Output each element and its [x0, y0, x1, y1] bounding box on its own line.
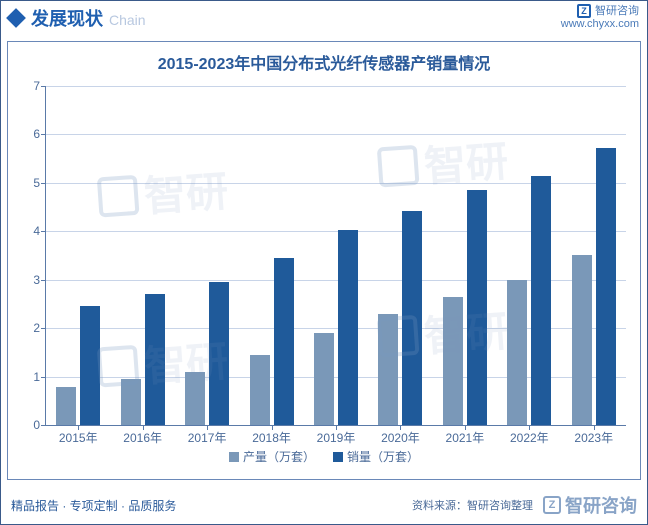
bar-sales: [596, 148, 616, 425]
legend-item: 销量（万套）: [333, 448, 419, 465]
bar-sales: [402, 211, 422, 425]
header-title-en: Chain: [109, 12, 146, 28]
bar-group: [572, 148, 616, 425]
y-tick: [41, 377, 46, 378]
grid-line: [46, 134, 626, 135]
bar-production: [56, 387, 76, 425]
x-tick: [400, 425, 401, 430]
bar-sales: [209, 282, 229, 425]
bar-group: [121, 294, 165, 425]
bar-group: [378, 211, 422, 425]
chart-area: 2015-2023年中国分布式光纤传感器产销量情况 012345672015年2…: [7, 41, 641, 480]
legend-swatch: [333, 452, 343, 462]
bar-sales: [531, 176, 551, 425]
y-tick: [41, 425, 46, 426]
bar-sales: [338, 230, 358, 425]
bar-sales: [467, 190, 487, 425]
bar-production: [314, 333, 334, 425]
legend-label: 销量（万套）: [347, 448, 419, 465]
x-tick: [207, 425, 208, 430]
chart-title: 2015-2023年中国分布式光纤传感器产销量情况: [8, 42, 640, 80]
chart-frame: 发展现状 Chain Z 智研咨询 www.chyxx.com 2015-202…: [0, 0, 648, 525]
bar-group: [443, 190, 487, 425]
footer-tagline: 精品报告 · 专项定制 · 品质服务: [11, 497, 176, 514]
x-tick: [594, 425, 595, 430]
legend-swatch: [229, 452, 239, 462]
header: 发展现状 Chain Z 智研咨询 www.chyxx.com: [1, 1, 647, 35]
header-brand: 智研咨询: [595, 5, 639, 18]
bar-group: [314, 230, 358, 425]
bar-production: [250, 355, 270, 425]
y-tick: [41, 134, 46, 135]
bar-sales: [80, 306, 100, 425]
bar-production: [121, 379, 141, 425]
x-tick: [78, 425, 79, 430]
brand-logo-icon: Z: [543, 496, 561, 514]
bar-group: [56, 306, 100, 425]
grid-line: [46, 86, 626, 87]
header-brand-block: Z 智研咨询 www.chyxx.com: [561, 4, 639, 31]
x-tick: [336, 425, 337, 430]
brand-logo-icon: Z: [577, 4, 591, 18]
y-tick: [41, 328, 46, 329]
x-tick: [465, 425, 466, 430]
footer-brand: 智研咨询: [565, 492, 637, 518]
footer-brand-block: Z 智研咨询: [543, 492, 637, 518]
header-title-cn: 发展现状: [31, 5, 103, 31]
x-tick: [143, 425, 144, 430]
legend-label: 产量（万套）: [243, 448, 315, 465]
x-tick: [529, 425, 530, 430]
header-url: www.chyxx.com: [561, 18, 639, 31]
y-tick: [41, 183, 46, 184]
diamond-icon: [6, 8, 26, 28]
bar-group: [507, 176, 551, 425]
bar-production: [507, 280, 527, 425]
y-tick: [41, 280, 46, 281]
footer-source: 资料来源：智研咨询整理: [412, 497, 533, 513]
bar-group: [185, 282, 229, 425]
bar-production: [378, 314, 398, 425]
legend-item: 产量（万套）: [229, 448, 315, 465]
legend: 产量（万套） 销量（万套）: [8, 448, 640, 465]
plot-region: 012345672015年2016年2017年2018年2019年2020年20…: [46, 86, 626, 425]
bar-sales: [145, 294, 165, 425]
bar-sales: [274, 258, 294, 425]
y-tick: [41, 86, 46, 87]
bar-production: [185, 372, 205, 425]
y-tick: [41, 231, 46, 232]
bar-group: [250, 258, 294, 425]
x-tick: [272, 425, 273, 430]
footer: 精品报告 · 专项定制 · 品质服务 资料来源：智研咨询整理 Z 智研咨询: [1, 486, 647, 524]
bar-production: [443, 297, 463, 425]
bar-production: [572, 255, 592, 425]
